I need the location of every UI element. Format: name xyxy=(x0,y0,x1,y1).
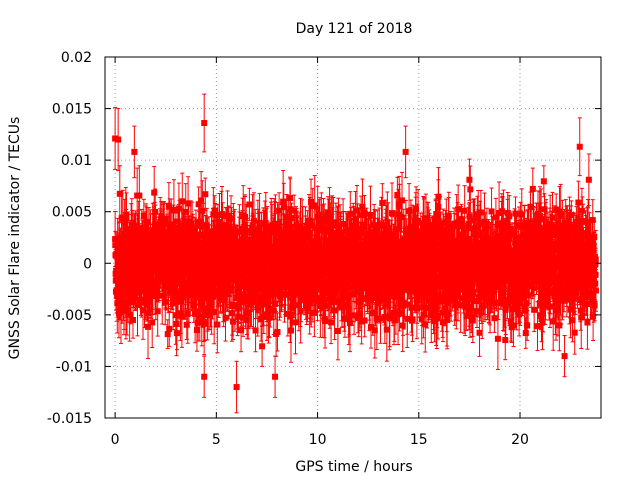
chart: 0 5 10 15 20-0.015-0.01-0.00500.0050.010.015… xyxy=(7,21,602,475)
